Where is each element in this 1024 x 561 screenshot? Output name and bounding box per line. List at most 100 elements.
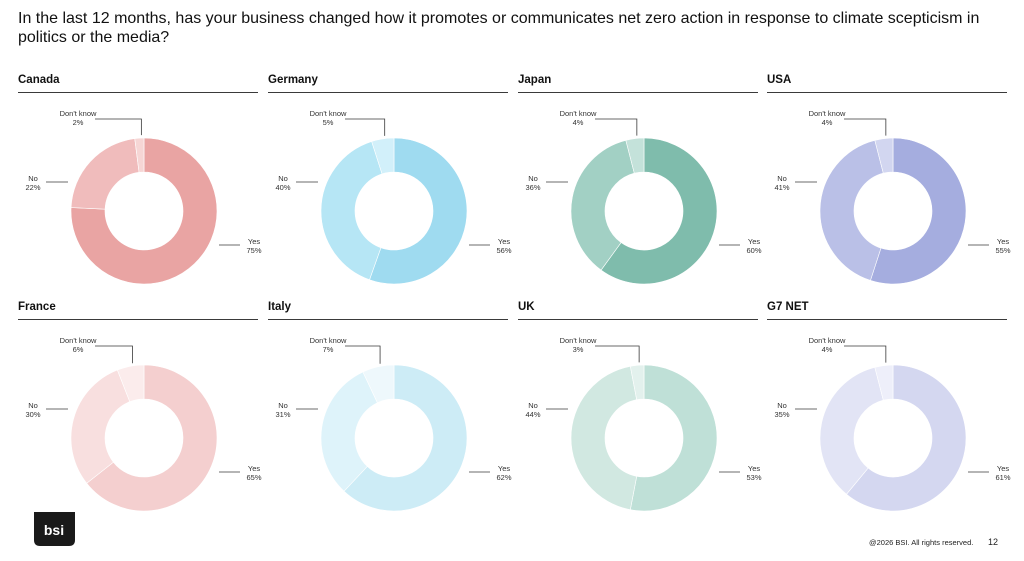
label-yes-value: 61% [995,473,1010,482]
chart-panel-canada: Canada Don't know 2% No 22% Yes 75% [18,74,262,299]
leader-line-dont-know [95,118,142,136]
slice-no-uk [570,365,638,511]
label-yes-category: Yes [248,237,260,246]
chart-title-germany: Germany [268,74,318,86]
slice-no-france [70,369,131,484]
label-dont-know-value: 6% [73,345,84,354]
label-dont-know-category: Don't know [60,109,97,118]
label-dont-know-category: Don't know [809,336,846,345]
leader-line-dont-know [345,345,381,364]
label-yes-value: 56% [496,246,511,255]
slice-dont-know-canada [134,137,145,173]
label-dont-know-value: 4% [822,118,833,127]
slice-dont-know-usa [874,137,894,174]
label-yes-category: Yes [248,464,260,473]
chart-title-canada: Canada [18,74,60,86]
label-dont-know-value: 3% [573,345,584,354]
slice-no-g7-net [819,366,884,495]
page-number: 12 [988,537,999,547]
chart-title-japan: Japan [518,74,552,86]
chart-title-rule [767,92,1007,93]
label-no-value: 22% [25,183,40,192]
label-no-category: No [28,174,38,183]
label-yes-category: Yes [748,464,760,473]
chart-panel-japan: Japan Don't know 4% No 36% Yes 60% [518,74,762,299]
label-dont-know-value: 4% [573,118,584,127]
bsi-logo-text: bsi [44,522,64,538]
chart-title-rule [518,92,758,93]
label-dont-know-value: 2% [73,118,84,127]
leader-line-dont-know [345,118,386,136]
chart-title-rule [518,319,758,320]
slice-dont-know-italy [362,364,395,404]
chart-panel-france: France Don't know 6% No 30% Yes 65% [18,301,262,526]
label-yes-value: 75% [246,246,261,255]
slice-dont-know-france [116,364,145,403]
leader-line-dont-know [95,345,133,364]
label-dont-know-category: Don't know [560,109,597,118]
label-no-category: No [278,174,288,183]
leader-line-dont-know [595,118,638,136]
label-yes-value: 55% [995,246,1010,255]
chart-title-uk: UK [518,301,535,313]
chart-title-rule [767,319,1007,320]
label-no-category: No [528,401,538,410]
chart-panel-usa: USA Don't know 4% No 41% Yes 55% [767,74,1011,299]
label-yes-category: Yes [997,464,1009,473]
leader-line-dont-know [844,345,887,363]
label-yes-value: 60% [746,246,761,255]
bsi-logo-shape [34,512,75,546]
label-yes-category: Yes [498,237,510,246]
slice-yes-usa [870,137,967,285]
label-no-value: 30% [25,410,40,419]
slice-yes-canada [70,137,218,285]
slice-no-italy [320,371,378,492]
label-no-value: 36% [525,183,540,192]
label-no-category: No [278,401,288,410]
label-yes-value: 53% [746,473,761,482]
chart-title-rule [268,319,508,320]
label-no-value: 31% [275,410,290,419]
chart-panel-germany: Germany Don't know 5% No 40% Yes 56% [268,74,512,299]
label-yes-value: 62% [496,473,511,482]
page-title: In the last 12 months, has your business… [18,10,980,46]
label-dont-know-value: 4% [822,345,833,354]
slice-yes-uk [629,364,718,512]
slice-no-germany [320,141,383,281]
leader-line-dont-know [844,118,887,136]
chart-panel-g7-net: G7 NET Don't know 4% No 35% Yes 61% [767,301,1011,526]
label-no-category: No [777,401,787,410]
slice-yes-g7-net [846,364,967,512]
label-no-category: No [777,174,787,183]
label-no-category: No [28,401,38,410]
label-dont-know-category: Don't know [560,336,597,345]
slice-no-usa [819,139,884,281]
chart-title-rule [268,92,508,93]
slice-dont-know-g7-net [874,364,894,401]
slice-dont-know-japan [625,137,645,174]
label-yes-value: 65% [246,473,261,482]
chart-title-usa: USA [767,74,792,86]
slice-yes-france [86,364,218,512]
label-yes-category: Yes [498,464,510,473]
slice-yes-japan [600,137,718,285]
chart-title-rule [18,92,258,93]
label-dont-know-category: Don't know [60,336,97,345]
label-no-category: No [528,174,538,183]
copyright-footer: @2026 BSI. All rights reserved. [869,538,974,547]
slice-no-japan [570,139,635,271]
label-dont-know-category: Don't know [310,336,347,345]
slice-yes-germany [369,137,468,285]
leader-line-dont-know [595,345,640,363]
label-no-value: 44% [525,410,540,419]
label-dont-know-value: 7% [323,345,334,354]
chart-title-italy: Italy [268,301,292,313]
label-dont-know-value: 5% [323,118,334,127]
